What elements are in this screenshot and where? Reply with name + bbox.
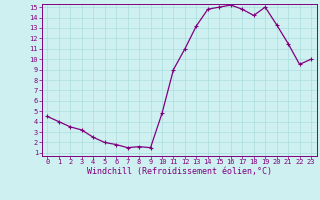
X-axis label: Windchill (Refroidissement éolien,°C): Windchill (Refroidissement éolien,°C) xyxy=(87,167,272,176)
